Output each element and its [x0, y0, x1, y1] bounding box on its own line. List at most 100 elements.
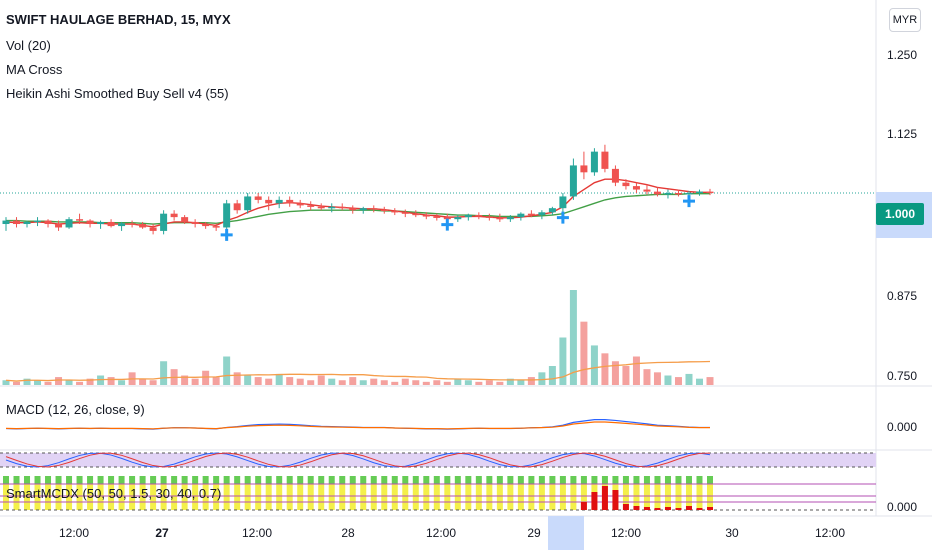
volume-bar — [160, 361, 168, 385]
mcdx-yellow-cell — [34, 484, 41, 510]
buy-signal-icon — [441, 218, 454, 231]
mcdx-yellow-cell — [181, 484, 188, 510]
mcdx-green-cell — [160, 476, 167, 484]
mcdx-red-bar — [654, 508, 661, 510]
volume-bar — [475, 381, 483, 385]
candle-body — [653, 191, 661, 195]
candle-body — [265, 199, 273, 204]
mcdx-green-cell — [244, 476, 251, 484]
volume-bar — [349, 377, 357, 385]
mcdx-green-cell — [381, 476, 388, 484]
volume-bar — [23, 378, 31, 385]
candle-body — [76, 219, 84, 221]
mcdx-green-cell — [97, 476, 104, 484]
volume-bar — [685, 373, 693, 385]
mcdx-yellow-cell — [370, 484, 377, 510]
mcdx-green-cell — [55, 476, 62, 484]
volume-bar — [296, 378, 304, 385]
candle-body — [118, 223, 126, 227]
volume-bar — [55, 377, 63, 385]
mcdx-yellow-cell — [213, 484, 220, 510]
mcdx-yellow-cell — [3, 484, 9, 510]
volume-ma-line — [5, 360, 711, 382]
mcdx-green-cell — [675, 476, 682, 484]
mcdx-yellow-cell — [675, 484, 682, 510]
time-axis-label: 28 — [341, 526, 355, 540]
mcdx-green-cell — [307, 476, 314, 484]
mcdx-green-cell — [454, 476, 461, 484]
mcdx-yellow-cell — [55, 484, 62, 510]
mcdx-yellow-cell — [633, 484, 640, 510]
candle-body — [674, 193, 682, 195]
volume-bar — [454, 378, 462, 385]
mcdx-green-cell — [234, 476, 241, 484]
mcdx-red-bar — [580, 502, 587, 510]
price-tick-2: 1.125 — [887, 127, 918, 141]
mcdx-green-cell — [486, 476, 493, 484]
volume-bar — [380, 380, 388, 385]
macd-pane-label[interactable]: MACD (12, 26, close, 9) — [6, 402, 145, 417]
volume-bar — [569, 290, 577, 385]
candle-body — [632, 186, 640, 190]
candle-body — [601, 151, 609, 169]
time-axis-label: 27 — [155, 526, 169, 540]
mcdx-yellow-cell — [150, 484, 157, 510]
volume-bar — [149, 380, 157, 385]
candle-body — [296, 203, 304, 206]
smartmcdx-axis-value: 0.000 — [887, 500, 918, 514]
candle-body — [2, 220, 10, 225]
candle-body — [233, 203, 241, 211]
mcdx-green-cell — [580, 476, 587, 484]
mcdx-yellow-cell — [423, 484, 430, 510]
mcdx-yellow-cell — [66, 484, 73, 510]
mcdx-green-cell — [433, 476, 440, 484]
mcdx-green-cell — [696, 476, 703, 484]
mcdx-yellow-cell — [475, 484, 482, 510]
mcdx-green-cell — [517, 476, 524, 484]
indicator-heikin-ashi-label[interactable]: Heikin Ashi Smoothed Buy Sell v4 (55) — [6, 86, 229, 101]
volume-bar — [464, 380, 472, 385]
last-price-badge: 1.000 — [876, 203, 924, 225]
symbol-title[interactable]: SWIFT HAULAGE BERHAD, 15, MYX — [6, 12, 231, 27]
candle-body — [254, 196, 262, 200]
candle-body — [622, 182, 630, 187]
mcdx-yellow-cell — [454, 484, 461, 510]
candle-body — [139, 224, 147, 228]
smartmcdx-pane-label[interactable]: SmartMCDX (50, 50, 1.5, 30, 40, 0.7) — [6, 486, 222, 501]
candle-body — [359, 208, 367, 211]
mcdx-green-cell — [391, 476, 398, 484]
candle-body — [244, 196, 252, 211]
volume-bar — [107, 377, 115, 385]
time-axis-label: 12:00 — [814, 526, 846, 540]
candle-body — [55, 224, 63, 228]
candle-body — [538, 212, 546, 216]
mcdx-green-cell — [412, 476, 419, 484]
currency-button[interactable]: MYR — [889, 8, 921, 32]
mcdx-green-cell — [24, 476, 31, 484]
mcdx-yellow-cell — [654, 484, 661, 510]
candle-body — [527, 213, 535, 216]
mcdx-yellow-cell — [244, 484, 251, 510]
volume-bar — [391, 381, 399, 385]
indicator-vol-label[interactable]: Vol (20) — [6, 38, 51, 53]
mcdx-green-cell — [297, 476, 304, 484]
mcdx-yellow-cell — [202, 484, 209, 510]
mcdx-green-cell — [612, 476, 619, 484]
candle-body — [13, 220, 21, 225]
candle-body — [328, 206, 336, 209]
ma-fast-line — [5, 178, 710, 228]
volume-bar — [590, 345, 598, 385]
mcdx-green-cell — [181, 476, 188, 484]
volume-bar — [485, 380, 493, 385]
mcdx-red-bar — [612, 490, 619, 510]
mcdx-red-bar — [675, 508, 682, 510]
volume-bar — [611, 361, 619, 385]
volume-bar — [191, 378, 199, 385]
volume-bar — [601, 353, 609, 385]
indicator-ma-cross-label[interactable]: MA Cross — [6, 62, 63, 77]
mcdx-green-cell — [255, 476, 262, 484]
price-tick-5: 0.750 — [887, 369, 918, 383]
mcdx-yellow-cell — [570, 484, 577, 510]
volume-bar — [223, 356, 231, 385]
